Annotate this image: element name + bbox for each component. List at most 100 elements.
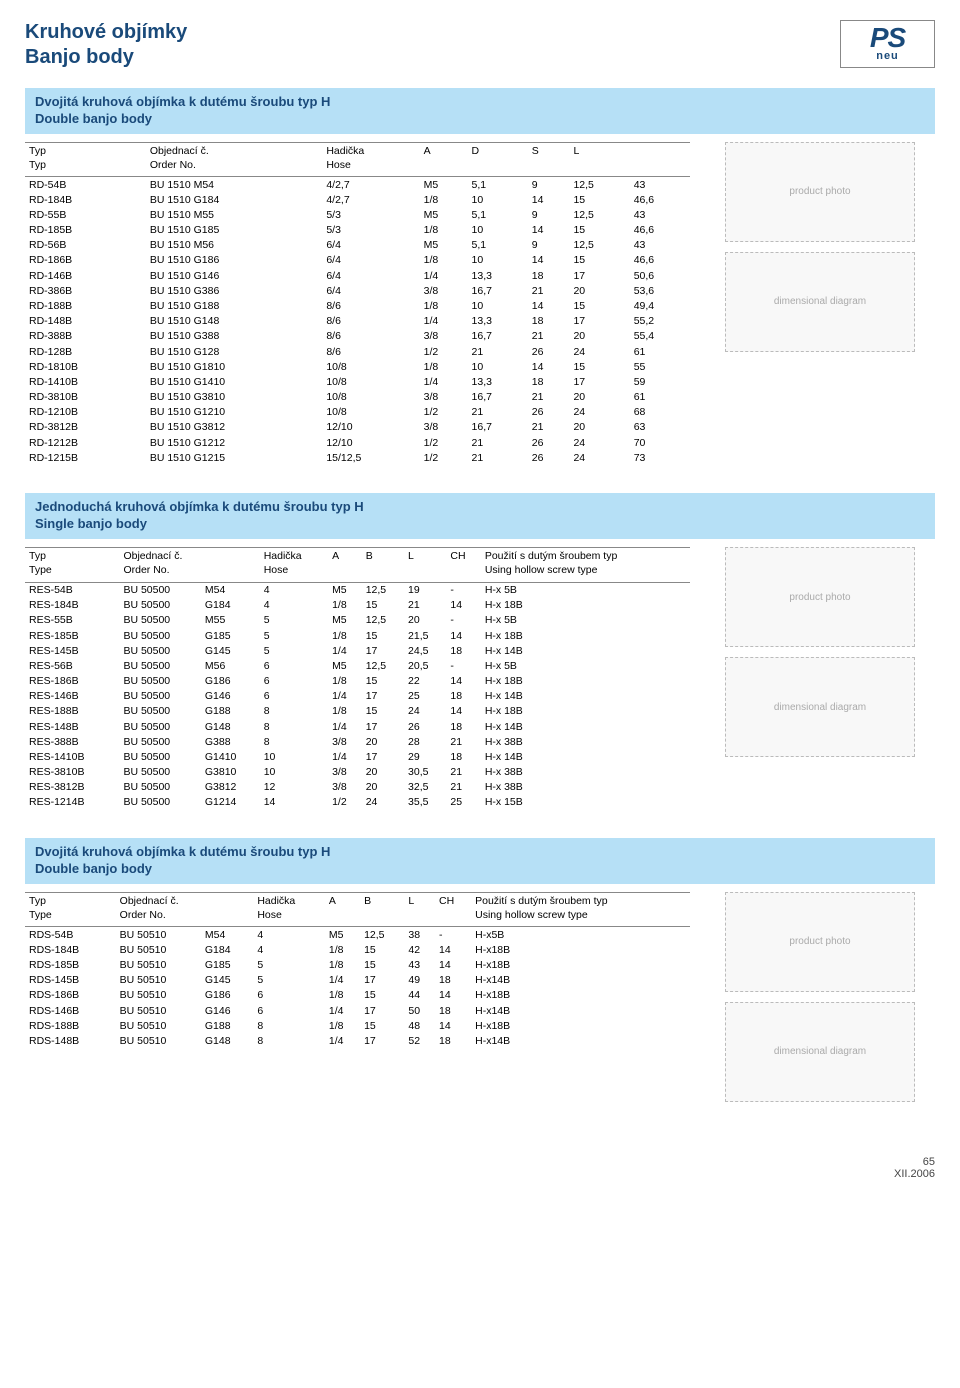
col-s: S [528, 142, 570, 176]
table-cell: M5 [420, 177, 468, 193]
table-cell: RD-54B [25, 177, 146, 193]
table-cell: 12/10 [322, 435, 419, 450]
table-cell: 44 [404, 988, 435, 1003]
table-cell: 10 [468, 253, 528, 268]
table-cell: H-x18B [471, 988, 690, 1003]
table-cell: BU 50500 [119, 613, 200, 628]
table-cell: 18 [446, 749, 480, 764]
table-cell: 14 [528, 359, 570, 374]
table-cell: BU 50500 [119, 749, 200, 764]
section-title-cs: Jednoduchá kruhová objímka k dutému šrou… [35, 499, 364, 514]
table-cell: 24 [404, 704, 446, 719]
table-row: RD-185BBU 1510 G1855/31/810141546,6 [25, 223, 690, 238]
table-cell: 20 [362, 780, 404, 795]
table-cell: H-x 14B [481, 719, 690, 734]
table-cell: BU 1510 G1810 [146, 359, 323, 374]
table-row: RDS-54BBU 50510M544M512,538-H-x5B [25, 927, 690, 943]
table-cell: 22 [404, 674, 446, 689]
table-cell: 15/12,5 [322, 450, 419, 465]
table-row: RD-3810BBU 1510 G381010/83/816,7212061 [25, 390, 690, 405]
table-cell: 12,5 [362, 582, 404, 598]
table-cell: 17 [362, 719, 404, 734]
table-cell: 8 [260, 734, 328, 749]
table-cell: 1/8 [328, 704, 362, 719]
table-cell: G1214 [201, 795, 260, 810]
table-cell: G146 [201, 1003, 253, 1018]
table-cell: 14 [446, 598, 480, 613]
table-cell: 24 [569, 405, 629, 420]
table-cell: 12/10 [322, 420, 419, 435]
table-cell: 42 [404, 942, 435, 957]
table-row: RD-386BBU 1510 G3866/43/816,7212053,6 [25, 283, 690, 298]
table-cell: 21 [468, 405, 528, 420]
table-cell: 46,6 [630, 223, 690, 238]
logo-text-bottom: neu [876, 50, 899, 62]
table-cell: RES-146B [25, 689, 119, 704]
table-cell: RD-1810B [25, 359, 146, 374]
table-cell: 1/8 [420, 223, 468, 238]
table-cell: 21 [446, 780, 480, 795]
table-cell: H-x18B [471, 942, 690, 957]
table-cell: 10 [468, 223, 528, 238]
table-cell: 73 [630, 450, 690, 465]
table-cell: RDS-186B [25, 988, 116, 1003]
table-cell: 16,7 [468, 390, 528, 405]
table-cell: RD-3810B [25, 390, 146, 405]
dimension-diagram: dimensional diagram [725, 252, 915, 352]
table-cell: BU 50510 [116, 1033, 201, 1048]
table-cell: 18 [435, 973, 471, 988]
table-row: RDS-186BBU 50510G18661/8154414H-x18B [25, 988, 690, 1003]
table-cell: 14 [260, 795, 328, 810]
table-cell: 16,7 [468, 283, 528, 298]
table-cell: 5,1 [468, 238, 528, 253]
table-section2: Typ Type Objednací č. Order No. Hadička … [25, 547, 690, 810]
table-cell: 3/8 [328, 780, 362, 795]
table-cell: 1/4 [328, 749, 362, 764]
table-cell: RES-185B [25, 628, 119, 643]
table-cell: H-x 38B [481, 765, 690, 780]
table-cell: 12,5 [362, 613, 404, 628]
image-column: product photo dimensional diagram [705, 892, 935, 1102]
table-cell: RDS-185B [25, 958, 116, 973]
table-cell: 8 [253, 1033, 325, 1048]
table-row: RES-1214BBU 50500G1214141/22435,525H-x 1… [25, 795, 690, 810]
table-cell: 30,5 [404, 765, 446, 780]
table-cell: 5,1 [468, 207, 528, 222]
table-cell: H-x 14B [481, 749, 690, 764]
table-cell: 49 [404, 973, 435, 988]
table-cell: BU 50510 [116, 942, 201, 957]
table-cell: 14 [528, 299, 570, 314]
page-footer: 65 XII.2006 [0, 1150, 960, 1192]
table-cell: RES-388B [25, 734, 119, 749]
table-cell: 61 [630, 344, 690, 359]
table-cell: 48 [404, 1018, 435, 1033]
section-double-banjo-2: Dvojitá kruhová objímka k dutému šroubu … [25, 838, 935, 1102]
table-cell: H-x18B [471, 1018, 690, 1033]
table-cell: BU 1510 G388 [146, 329, 323, 344]
logo-text-top: PS [870, 26, 905, 50]
table-cell: 1/8 [420, 359, 468, 374]
table-cell: RES-186B [25, 674, 119, 689]
table-cell: 10/8 [322, 374, 419, 389]
table-cell: 4 [260, 582, 328, 598]
table-cell: 18 [528, 268, 570, 283]
table-cell: 21 [468, 435, 528, 450]
table-cell: 17 [362, 689, 404, 704]
table-cell: 17 [569, 374, 629, 389]
table-cell: G3810 [201, 765, 260, 780]
table-row: RD-146BBU 1510 G1466/41/413,3181750,6 [25, 268, 690, 283]
table-cell: 21 [468, 450, 528, 465]
table-cell: 1/8 [328, 674, 362, 689]
table-cell: 1/2 [420, 344, 468, 359]
table-cell: 20 [569, 329, 629, 344]
table-cell: 25 [404, 689, 446, 704]
table-row: RD-55BBU 1510 M555/3M55,1912,543 [25, 207, 690, 222]
table-row: RD-184BBU 1510 G1844/2,71/810141546,6 [25, 192, 690, 207]
table-cell: G388 [201, 734, 260, 749]
table-section1: Typ Typ Objednací č. Order No. Hadička H… [25, 142, 690, 466]
table-cell: RD-1215B [25, 450, 146, 465]
table-row: RD-1215BBU 1510 G121515/12,51/221262473 [25, 450, 690, 465]
table-cell: 20,5 [404, 658, 446, 673]
table-cell: 17 [360, 973, 404, 988]
table-cell: 14 [446, 704, 480, 719]
